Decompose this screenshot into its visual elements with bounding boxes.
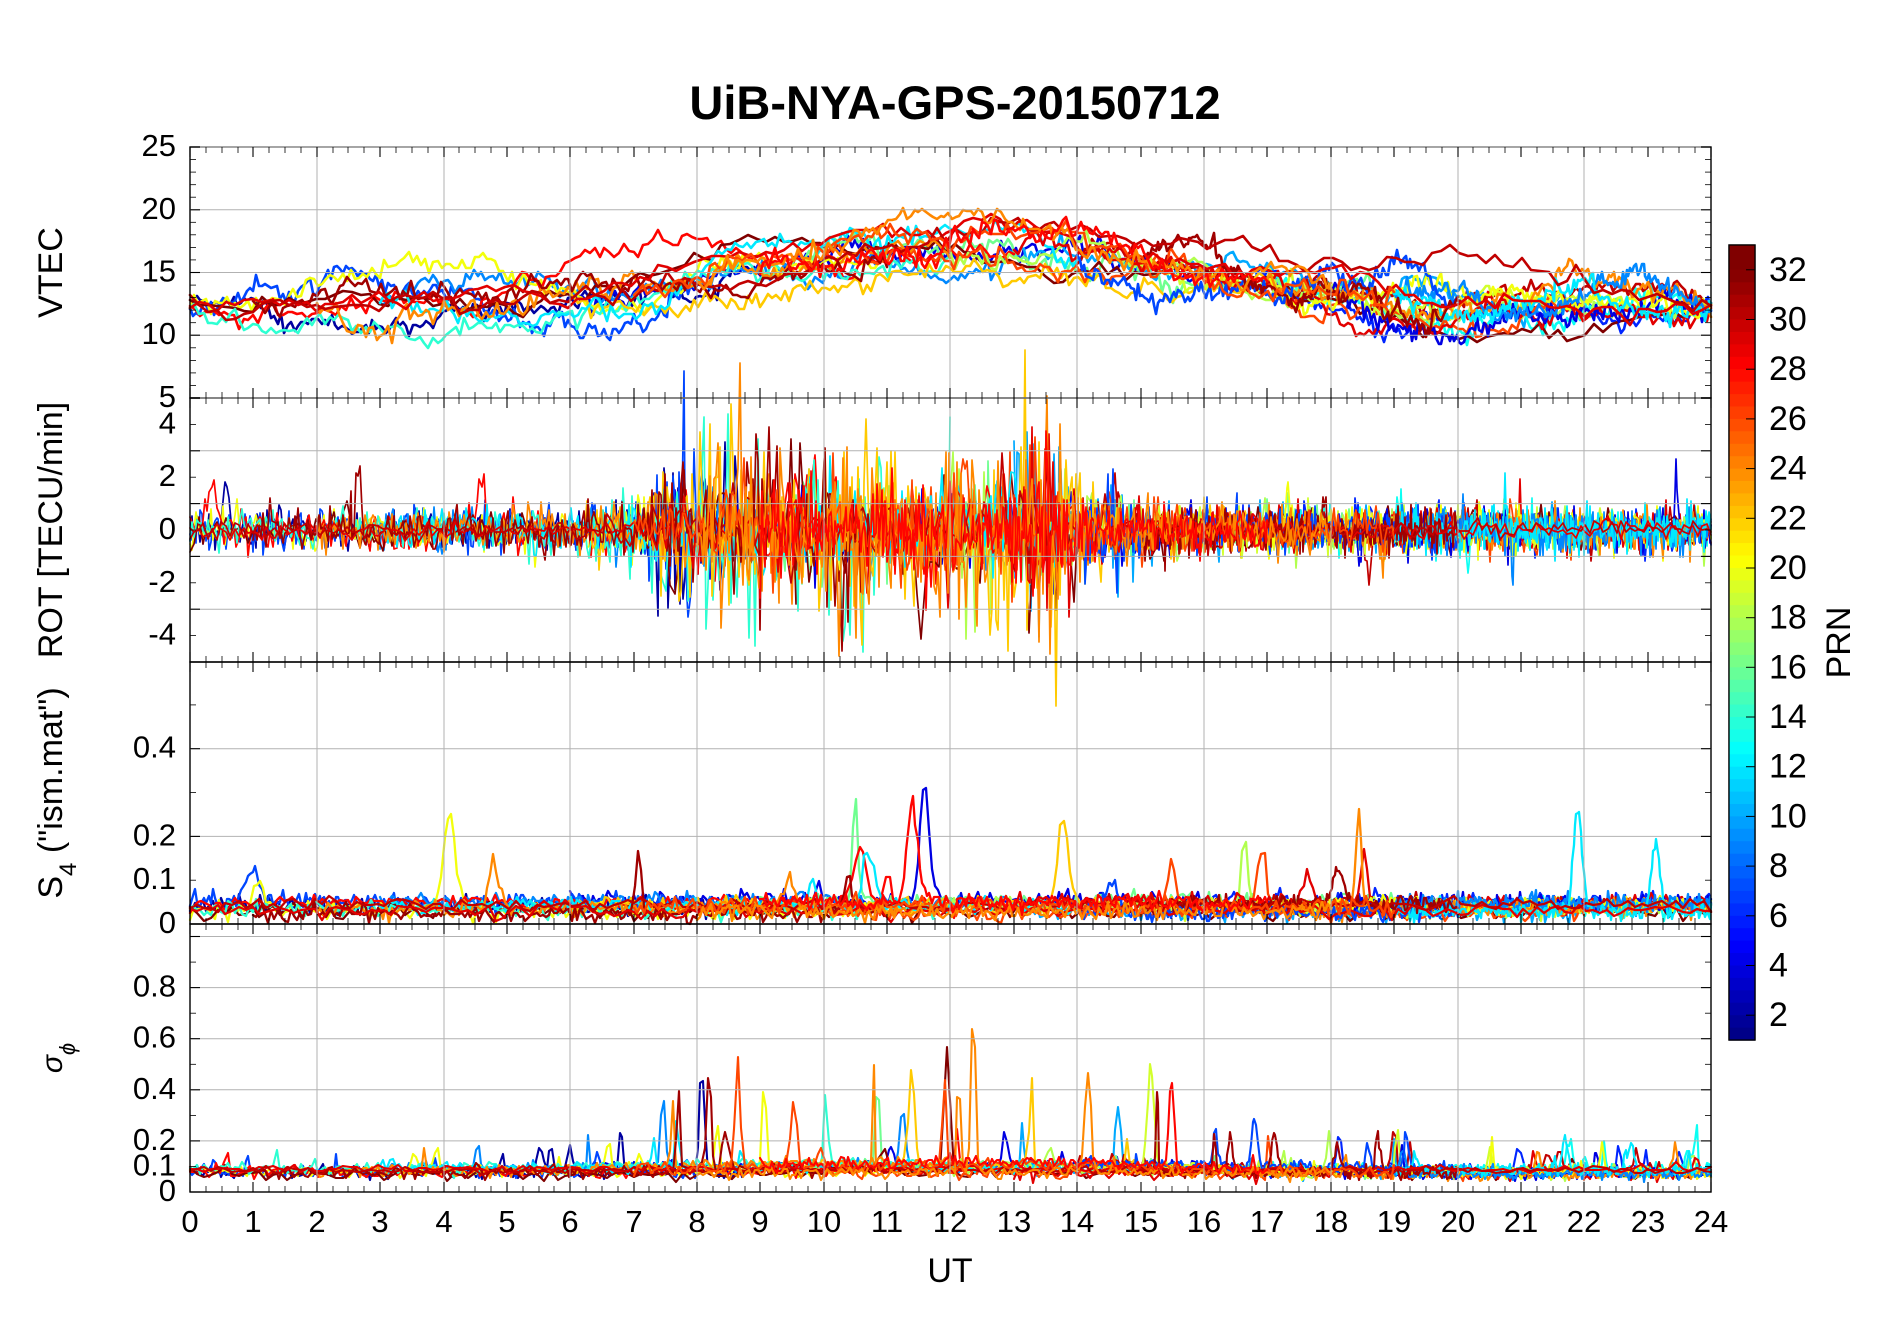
svg-text:20: 20 bbox=[142, 191, 176, 226]
svg-text:19: 19 bbox=[1377, 1204, 1411, 1239]
svg-text:16: 16 bbox=[1769, 648, 1807, 686]
svg-text:20: 20 bbox=[1441, 1204, 1475, 1239]
svg-text:9: 9 bbox=[751, 1204, 768, 1239]
svg-text:ROT [TECU/min]: ROT [TECU/min] bbox=[32, 402, 70, 658]
svg-text:10: 10 bbox=[807, 1204, 841, 1239]
svg-text:14: 14 bbox=[1060, 1204, 1094, 1239]
svg-text:2: 2 bbox=[1769, 996, 1788, 1034]
svg-text:5: 5 bbox=[498, 1204, 515, 1239]
svg-text:20: 20 bbox=[1769, 549, 1807, 587]
svg-text:32: 32 bbox=[1769, 251, 1807, 289]
svg-text:21: 21 bbox=[1504, 1204, 1538, 1239]
svg-text:15: 15 bbox=[142, 254, 176, 289]
svg-text:UT: UT bbox=[927, 1252, 972, 1290]
svg-text:18: 18 bbox=[1769, 599, 1807, 637]
svg-text:12: 12 bbox=[1769, 748, 1807, 786]
svg-text:12: 12 bbox=[933, 1204, 967, 1239]
svg-text:VTEC: VTEC bbox=[32, 227, 70, 318]
svg-text:0.6: 0.6 bbox=[133, 1020, 176, 1055]
svg-text:0: 0 bbox=[159, 905, 176, 940]
svg-text:13: 13 bbox=[997, 1204, 1031, 1239]
svg-text:2: 2 bbox=[159, 458, 176, 493]
svg-text:10: 10 bbox=[142, 316, 176, 351]
svg-text:2: 2 bbox=[308, 1204, 325, 1239]
svg-text:6: 6 bbox=[1769, 897, 1788, 935]
svg-text:4: 4 bbox=[159, 405, 176, 440]
svg-text:24: 24 bbox=[1694, 1204, 1728, 1239]
svg-text:30: 30 bbox=[1769, 301, 1807, 339]
svg-text:0.8: 0.8 bbox=[133, 969, 176, 1004]
svg-text:7: 7 bbox=[625, 1204, 642, 1239]
svg-text:0.2: 0.2 bbox=[133, 817, 176, 852]
svg-text:3: 3 bbox=[371, 1204, 388, 1239]
svg-text:26: 26 bbox=[1769, 400, 1807, 438]
svg-text:17: 17 bbox=[1250, 1204, 1284, 1239]
svg-text:UiB-NYA-GPS-20150712: UiB-NYA-GPS-20150712 bbox=[689, 76, 1220, 129]
svg-text:14: 14 bbox=[1769, 698, 1807, 736]
svg-text:23: 23 bbox=[1631, 1204, 1665, 1239]
svg-text:0.2: 0.2 bbox=[133, 1122, 176, 1157]
svg-text:25: 25 bbox=[142, 128, 176, 163]
svg-text:10: 10 bbox=[1769, 797, 1807, 835]
svg-text:-2: -2 bbox=[148, 564, 176, 599]
svg-text:24: 24 bbox=[1769, 450, 1807, 488]
svg-text:11: 11 bbox=[871, 1204, 903, 1239]
svg-text:4: 4 bbox=[1769, 947, 1788, 985]
svg-text:0.4: 0.4 bbox=[133, 1071, 176, 1106]
svg-text:1: 1 bbox=[244, 1204, 261, 1239]
svg-text:4: 4 bbox=[435, 1204, 452, 1239]
svg-text:6: 6 bbox=[561, 1204, 578, 1239]
svg-text:18: 18 bbox=[1314, 1204, 1348, 1239]
svg-text:-4: -4 bbox=[148, 617, 176, 652]
svg-text:0: 0 bbox=[181, 1204, 198, 1239]
svg-text:22: 22 bbox=[1567, 1204, 1601, 1239]
svg-text:0.4: 0.4 bbox=[133, 730, 176, 765]
svg-text:0: 0 bbox=[159, 511, 176, 546]
svg-text:0.1: 0.1 bbox=[133, 861, 176, 896]
svg-text:15: 15 bbox=[1124, 1204, 1158, 1239]
svg-text:22: 22 bbox=[1769, 499, 1807, 537]
svg-text:8: 8 bbox=[1769, 847, 1788, 885]
svg-text:PRN: PRN bbox=[1820, 607, 1858, 679]
svg-text:28: 28 bbox=[1769, 350, 1807, 388]
svg-text:8: 8 bbox=[688, 1204, 705, 1239]
svg-text:16: 16 bbox=[1187, 1204, 1221, 1239]
